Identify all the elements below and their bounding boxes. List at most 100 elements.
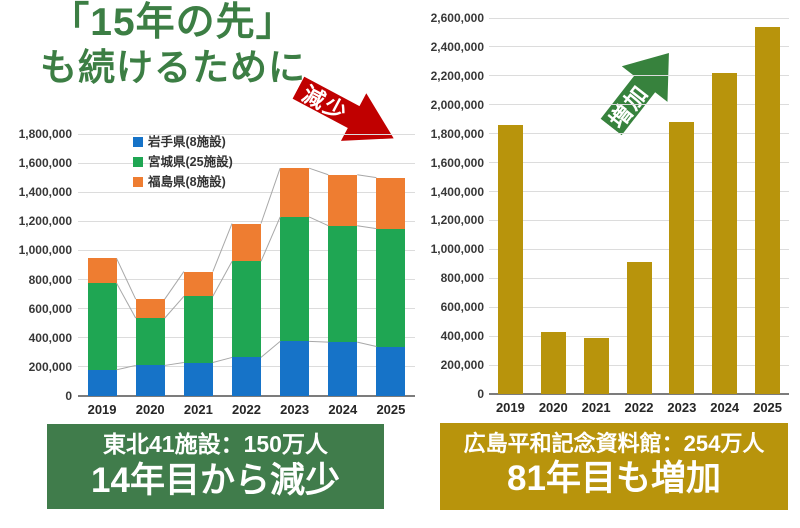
y-axis-label: 1,600,000 [430, 155, 484, 170]
y-gridline [489, 17, 789, 19]
y-gridline [78, 133, 415, 135]
bar-segment-2020 [135, 299, 165, 319]
y-axis-label: 800,000 [440, 271, 484, 286]
hiroshima-caption-line-1: 広島平和記念資料館：254万人 [463, 431, 765, 456]
legend-item: 福島県(8施設) [133, 174, 263, 190]
bar-segment-2025 [755, 26, 781, 394]
y-axis-label: 200,000 [440, 358, 484, 373]
series-line [212, 356, 233, 364]
series-line [260, 216, 281, 262]
x-axis-label: 2023 [280, 402, 310, 417]
series-line [357, 225, 377, 230]
bar-segment-2021 [183, 296, 213, 363]
tohoku-caption: 東北41施設：150万人 14年目から減少 [47, 424, 384, 509]
y-axis-label: 0 [477, 387, 484, 401]
bar-segment-2023 [669, 122, 695, 394]
y-axis-label: 1,400,000 [430, 184, 484, 199]
x-axis-label: 2021 [581, 400, 611, 415]
x-axis-label: 2024 [328, 402, 358, 417]
bar-segment-2024 [328, 174, 358, 226]
y-axis-label: 2,000,000 [430, 97, 484, 112]
x-axis-label: 2022 [232, 402, 261, 417]
bar-segment-2025 [376, 346, 406, 396]
bar-segment-2020 [135, 365, 165, 396]
legend-label: 岩手県(8施設) [148, 135, 226, 149]
y-axis-label: 2,600,000 [430, 11, 484, 25]
y-gridline [489, 104, 789, 106]
bar-segment-2019 [87, 369, 117, 396]
y-axis-label: 200,000 [28, 359, 72, 374]
legend-label: 福島県(8施設) [148, 175, 226, 189]
y-axis-label: 1,600,000 [18, 156, 72, 171]
y-axis-label: 1,400,000 [18, 185, 72, 200]
y-gridline [78, 220, 415, 222]
bar-segment-2022 [232, 223, 261, 262]
x-axis-label: 2019 [495, 400, 525, 415]
series-line [260, 341, 281, 358]
legend-label: 宮城県(25施設) [148, 155, 233, 169]
bar-segment-2023 [280, 216, 310, 342]
series-line [212, 223, 233, 272]
bar-segment-2025 [376, 177, 406, 229]
title-line-2: も続けるために [40, 47, 306, 89]
bar-segment-2022 [626, 262, 652, 394]
y-axis-label: 2,400,000 [430, 39, 484, 54]
x-axis-label: 2020 [538, 400, 568, 415]
y-axis-label: 1,200,000 [18, 214, 72, 229]
series-line [164, 271, 185, 300]
tohoku-caption-line-2: 14年目から減少 [91, 460, 340, 500]
y-axis-label: 1,000,000 [430, 242, 484, 257]
x-axis-label: 2024 [710, 400, 740, 415]
series-line [357, 341, 377, 347]
bar-segment-2019 [87, 258, 117, 284]
legend-item: 岩手県(8施設) [133, 134, 263, 150]
page-title: 「15年の先」 も続けるために [28, 0, 318, 90]
bar-segment-2020 [135, 318, 165, 366]
x-axis-label: 2021 [183, 402, 213, 417]
tohoku-visitors-stacked-chart: 0 200,000 400,000 600,000 800,000 1,000,000 1,… [0, 118, 430, 423]
y-gridline [489, 46, 789, 48]
x-axis-label: 2019 [87, 402, 117, 417]
x-axis-label: 2025 [753, 400, 783, 415]
bar-segment-2021 [183, 271, 213, 297]
y-gridline [489, 133, 789, 135]
legend-swatch [133, 157, 143, 167]
x-axis-label: 2023 [667, 400, 697, 415]
bar-segment-2025 [376, 228, 406, 347]
y-gridline [489, 75, 789, 77]
y-gridline [489, 191, 789, 193]
hiroshima-caption: 広島平和記念資料館：254万人 81年目も増加 [440, 423, 788, 510]
bar-segment-2024 [712, 72, 738, 394]
tohoku-caption-line-1: 東北41施設：150万人 [103, 431, 328, 457]
hiroshima-caption-line-2: 81年目も増加 [507, 459, 721, 499]
series-line [164, 362, 184, 366]
y-axis-label: 1,800,000 [430, 126, 484, 141]
series-line [308, 167, 329, 176]
y-gridline [78, 191, 415, 193]
series-line [357, 174, 377, 179]
bar-segment-2019 [87, 283, 117, 370]
bar-segment-2023 [280, 341, 310, 396]
legend-swatch [133, 177, 143, 187]
y-axis-label: 2,200,000 [430, 68, 484, 83]
y-axis-label: 0 [65, 389, 72, 403]
y-gridline [489, 162, 789, 164]
bar-segment-2024 [328, 342, 358, 396]
bar-segment-2022 [232, 261, 261, 358]
series-line [116, 282, 137, 319]
y-axis-label: 1,800,000 [18, 127, 72, 141]
series-line [260, 168, 281, 224]
title-line-1: 「15年の先」 [50, 1, 296, 44]
bar-segment-2019 [497, 125, 523, 394]
y-axis-label: 1,000,000 [18, 243, 72, 258]
y-axis-label: 800,000 [28, 272, 72, 287]
bar-segment-2021 [583, 338, 609, 394]
hiroshima-visitors-bar-chart: 0 200,000 400,000 600,000 800,000 1,000,000 1,… [420, 0, 800, 425]
y-axis-label: 600,000 [28, 301, 72, 316]
x-axis-label: 2022 [624, 400, 654, 415]
y-axis-label: 600,000 [440, 300, 484, 315]
y-axis-label: 400,000 [28, 330, 72, 345]
x-axis-label: 2020 [135, 402, 165, 417]
bar-segment-2020 [540, 331, 566, 394]
